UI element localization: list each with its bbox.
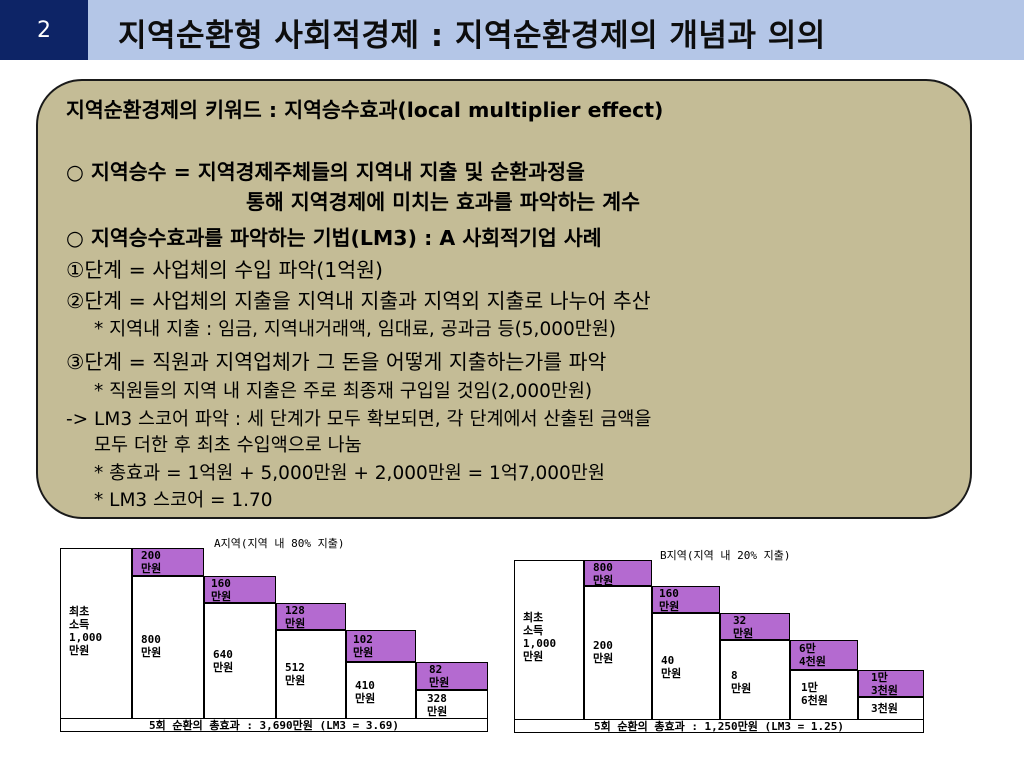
diagram-b-caption: B지역(지역 내 20% 지출) <box>660 549 791 562</box>
keyword-line: 지역순환경제의 키워드 : 지역승수효과(local multiplier ef… <box>66 98 664 122</box>
title-bar: 지역순환형 사회적경제 : 지역순환경제의 개념과 의의 <box>88 0 1024 60</box>
diagram-a-initial: 최초 소득 1,000 만원 <box>60 548 132 720</box>
lm3-score-line-cont: 모두 더한 후 최초 수입액으로 나눔 <box>94 435 362 456</box>
diagram-a-footer: 5회 순환의 총효과 : 3,690만원 (LM3 = 3.69) <box>60 718 488 732</box>
diagram-a-outflow-3: 128 만원 <box>276 603 346 630</box>
diagram-a-outflow-2: 160 만원 <box>204 576 276 603</box>
diagram-a-local-3: 512 만원 <box>276 630 346 720</box>
step-1: ①단계 = 사업체의 수입 파악(1억원) <box>66 258 383 282</box>
diagram-b-outflow-5: 1만 3천원 <box>858 670 924 697</box>
step-3: ③단계 = 직원과 지역업체가 그 돈을 어떻게 지출하는가를 파악 <box>66 350 607 374</box>
diagram-b-local-1: 200 만원 <box>584 586 652 720</box>
step-2: ②단계 = 사업체의 지출을 지역내 지출과 지역외 지출로 나누어 추산 <box>66 289 651 313</box>
diagram-b-initial: 최초 소득 1,000 만원 <box>514 560 584 720</box>
multiplier-definition: ○ 지역승수 = 지역경제주체들의 지역내 지출 및 순환과정을 <box>66 160 585 184</box>
lm3-method-heading: ○ 지역승수효과를 파악하는 기법(LM3) : A 사회적기업 사례 <box>66 226 602 250</box>
diagram-b-outflow-3: 32 만원 <box>720 613 790 640</box>
diagram-b-outflow-2: 160 만원 <box>652 586 720 613</box>
lm3-score-line: -> LM3 스코어 파악 : 세 단계가 모두 확보되면, 각 단계에서 산출… <box>66 409 652 430</box>
diagram-b-footer: 5회 순환의 총효과 : 1,250만원 (LM3 = 1.25) <box>514 719 924 733</box>
diagram-b-local-4: 1만 6천원 <box>790 670 858 720</box>
diagram-b-outflow-1: 800 만원 <box>584 560 652 587</box>
diagram-b-local-5: 3천원 <box>858 697 924 720</box>
step-3-note: * 직원들의 지역 내 지출은 주로 최종재 구입일 것임(2,000만원) <box>94 381 593 402</box>
diagram-a-outflow-5: 82 만원 <box>416 662 488 690</box>
lm3-score: * LM3 스코어 = 1.70 <box>94 490 273 511</box>
total-effect: * 총효과 = 1억원 + 5,000만원 + 2,000만원 = 1억7,00… <box>94 463 605 484</box>
slide-title: 지역순환형 사회적경제 : 지역순환경제의 개념과 의의 <box>118 18 826 54</box>
diagram-a-local-4: 410 만원 <box>346 662 416 720</box>
diagram-a-caption: A지역(지역 내 80% 지출) <box>214 537 345 550</box>
multiplier-definition-cont: 통해 지역경제에 미치는 효과를 파악하는 계수 <box>246 190 641 214</box>
diagram-b-local-3: 8 만원 <box>720 640 790 720</box>
diagram-b-outflow-4: 6만 4천원 <box>790 640 858 670</box>
diagram-a-outflow-1: 200 만원 <box>132 548 204 576</box>
diagram-a-local-5: 328 만원 <box>416 690 488 720</box>
step-2-note: * 지역내 지출 : 임금, 지역내거래액, 임대료, 공과금 등(5,000만… <box>94 319 617 340</box>
slide-number: 2 <box>0 0 88 60</box>
diagram-a-local-2: 640 만원 <box>204 603 276 720</box>
content-box: 지역순환경제의 키워드 : 지역승수효과(local multiplier ef… <box>36 79 972 519</box>
diagram-a-outflow-4: 102 만원 <box>346 630 416 662</box>
diagram-b-local-2: 40 만원 <box>652 613 720 720</box>
diagram-a-local-1: 800 만원 <box>132 576 204 720</box>
